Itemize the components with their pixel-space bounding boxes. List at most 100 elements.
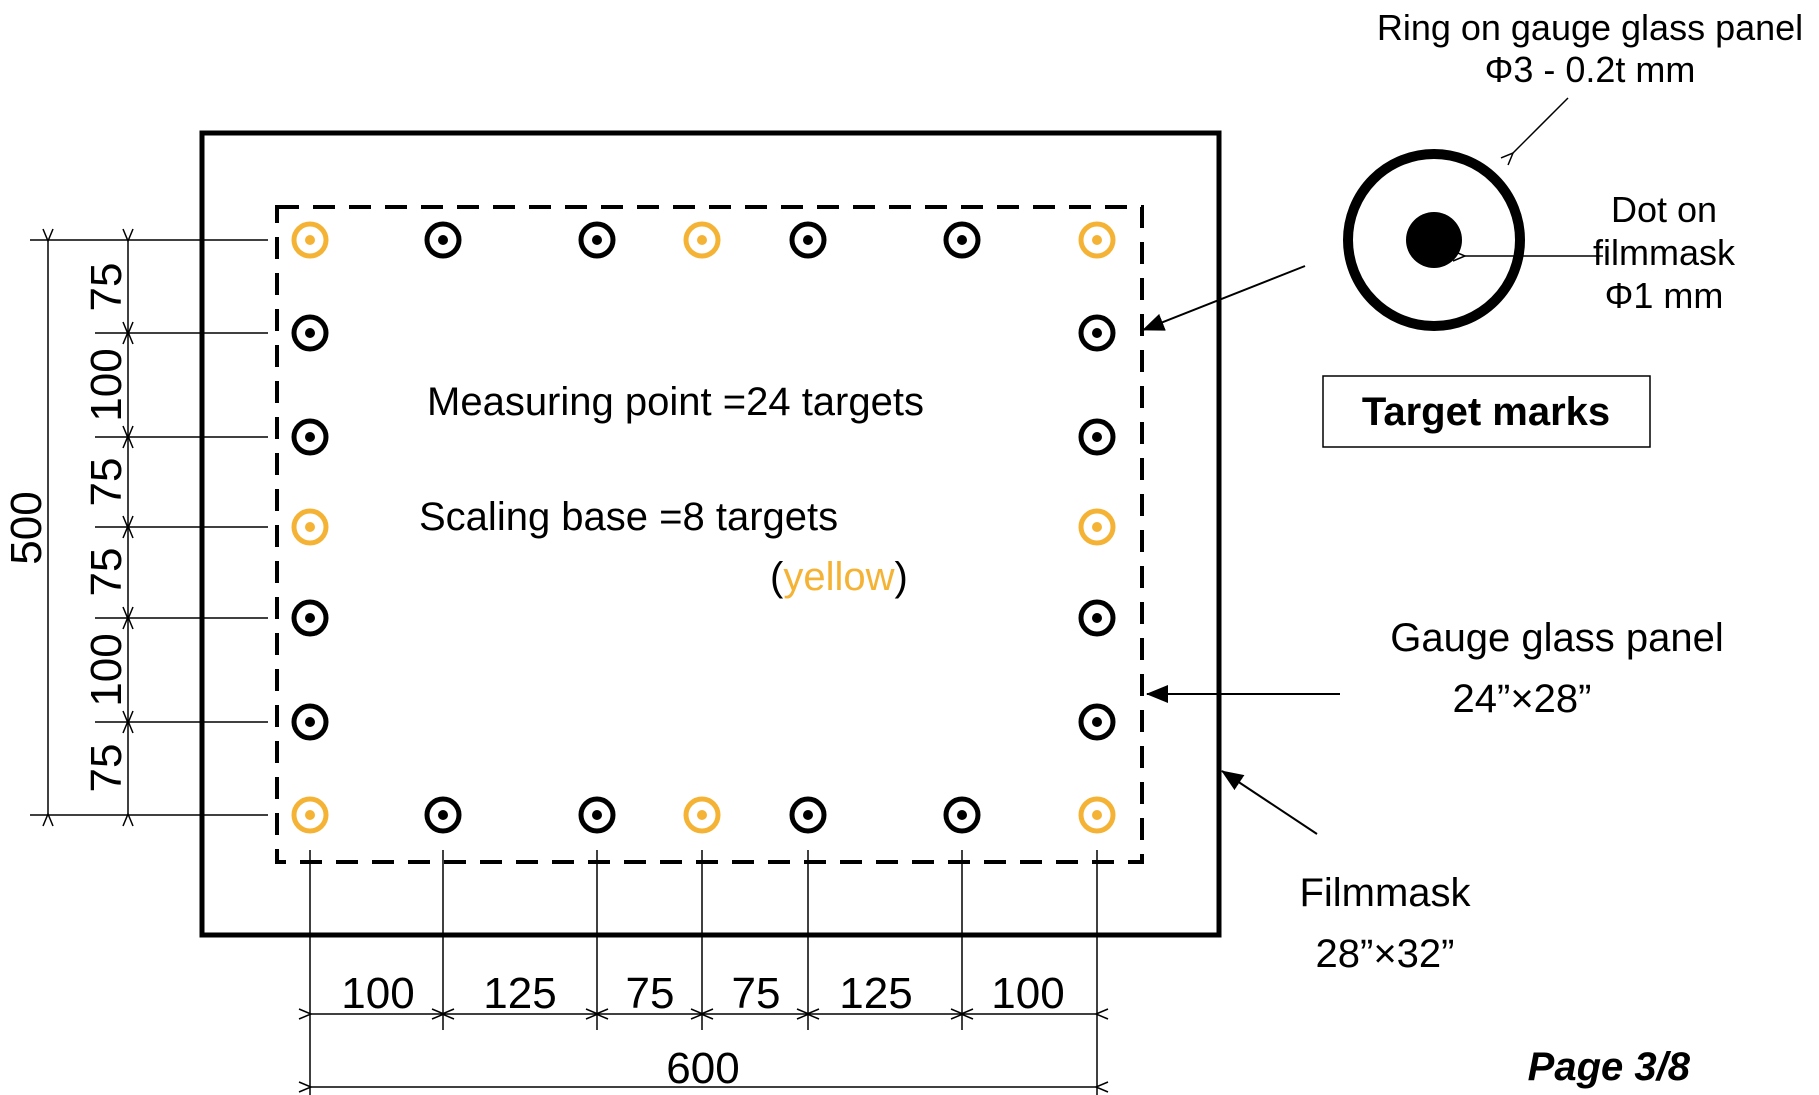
target-dot	[438, 235, 448, 245]
target-ring	[943, 221, 981, 259]
target-dot	[957, 810, 967, 820]
target-dot	[305, 235, 315, 245]
target-bottom-5	[789, 796, 827, 834]
target-ring	[1078, 314, 1116, 352]
target-dot	[305, 717, 315, 727]
dim-h-5: 125	[839, 969, 912, 1018]
target-dot	[1092, 717, 1102, 727]
dim-h-6: 100	[991, 969, 1064, 1018]
target-bottom-6	[943, 796, 981, 834]
target-dot	[697, 810, 707, 820]
target-top-5	[789, 221, 827, 259]
dot-label-line1: Dot on	[1611, 189, 1717, 230]
yellow-note: (yellow)	[770, 555, 908, 599]
target-bottom-2	[424, 796, 462, 834]
dim-h-4: 75	[732, 969, 781, 1018]
target-left-3	[291, 418, 329, 456]
target-ring	[1078, 796, 1116, 834]
target-ring	[578, 221, 616, 259]
filmmask-pointer	[1221, 770, 1318, 835]
target-left-5	[291, 599, 329, 637]
target-ring	[291, 508, 329, 546]
target-ring	[1078, 221, 1116, 259]
target-ring	[1078, 599, 1116, 637]
detail-pointer	[1142, 265, 1306, 331]
dim-v-5: 100	[82, 633, 131, 706]
target-ring	[291, 599, 329, 637]
target-dot	[803, 810, 813, 820]
target-ring	[291, 796, 329, 834]
dot-detail	[1406, 212, 1462, 268]
target-dot	[592, 235, 602, 245]
filmmask-label-line2: 28”×32”	[1316, 932, 1455, 976]
target-top-7	[1078, 221, 1116, 259]
target-dot	[305, 432, 315, 442]
dim-h-2: 125	[483, 969, 556, 1018]
target-left-2	[291, 314, 329, 352]
target-dot	[1092, 235, 1102, 245]
page-number: Page 3/8	[1528, 1045, 1691, 1089]
target-bottom-3	[578, 796, 616, 834]
target-ring	[291, 703, 329, 741]
target-dot	[1092, 810, 1102, 820]
filmmask-outline	[199, 130, 1222, 938]
target-top-2	[424, 221, 462, 259]
target-dot	[1092, 328, 1102, 338]
target-marks-title: Target marks	[1362, 390, 1610, 434]
targets-layer	[291, 221, 1116, 834]
target-ring	[291, 418, 329, 456]
dim-h-total: 600	[666, 1044, 739, 1093]
dim-v-3: 75	[82, 458, 131, 507]
target-top-1	[291, 221, 329, 259]
ring-label-line2: Φ3 - 0.2t mm	[1485, 49, 1696, 90]
target-right-5	[1078, 599, 1116, 637]
target-ring	[291, 221, 329, 259]
target-ring	[291, 314, 329, 352]
target-bottom-1	[291, 796, 329, 834]
target-dot	[697, 235, 707, 245]
ring-detail	[1343, 149, 1525, 331]
dim-v-4: 75	[82, 548, 131, 597]
target-top-4	[683, 221, 721, 259]
target-ring	[943, 796, 981, 834]
gauge-label-line1: Gauge glass panel	[1390, 616, 1724, 660]
target-dot	[957, 235, 967, 245]
target-dot	[305, 328, 315, 338]
target-ring	[424, 796, 462, 834]
target-dot	[803, 235, 813, 245]
gauge-label-line2: 24”×28”	[1453, 677, 1592, 721]
target-left-6	[291, 703, 329, 741]
dim-v-6: 75	[82, 744, 131, 793]
target-ring	[1078, 418, 1116, 456]
target-right-4	[1078, 508, 1116, 546]
target-bottom-7	[1078, 796, 1116, 834]
dim-h-1: 100	[341, 969, 414, 1018]
gauge-glass-panel-outline	[275, 205, 1144, 864]
target-ring	[789, 796, 827, 834]
measuring-point-text: Measuring point =24 targets	[427, 380, 924, 424]
filmmask-label-line1: Filmmask	[1299, 871, 1471, 915]
horizontal-extension-lines	[309, 850, 1098, 1095]
target-bottom-4	[683, 796, 721, 834]
target-ring	[683, 221, 721, 259]
target-ring	[1078, 508, 1116, 546]
vertical-extension-lines	[30, 239, 268, 816]
target-left-4	[291, 508, 329, 546]
target-top-6	[943, 221, 981, 259]
target-right-2	[1078, 314, 1116, 352]
target-marks-box	[1322, 375, 1651, 448]
horizontal-dimension-arrows	[311, 1014, 1096, 1087]
target-right-6	[1078, 703, 1116, 741]
target-dot	[305, 613, 315, 623]
target-ring	[424, 221, 462, 259]
dim-v-total: 500	[2, 491, 51, 564]
target-ring	[683, 796, 721, 834]
target-dot	[305, 522, 315, 532]
ring-pointer	[1513, 97, 1569, 153]
dot-label-line2: filmmask	[1593, 232, 1736, 273]
target-ring	[789, 221, 827, 259]
target-ring	[578, 796, 616, 834]
dot-label-line3: Φ1 mm	[1605, 275, 1724, 316]
target-dot	[438, 810, 448, 820]
